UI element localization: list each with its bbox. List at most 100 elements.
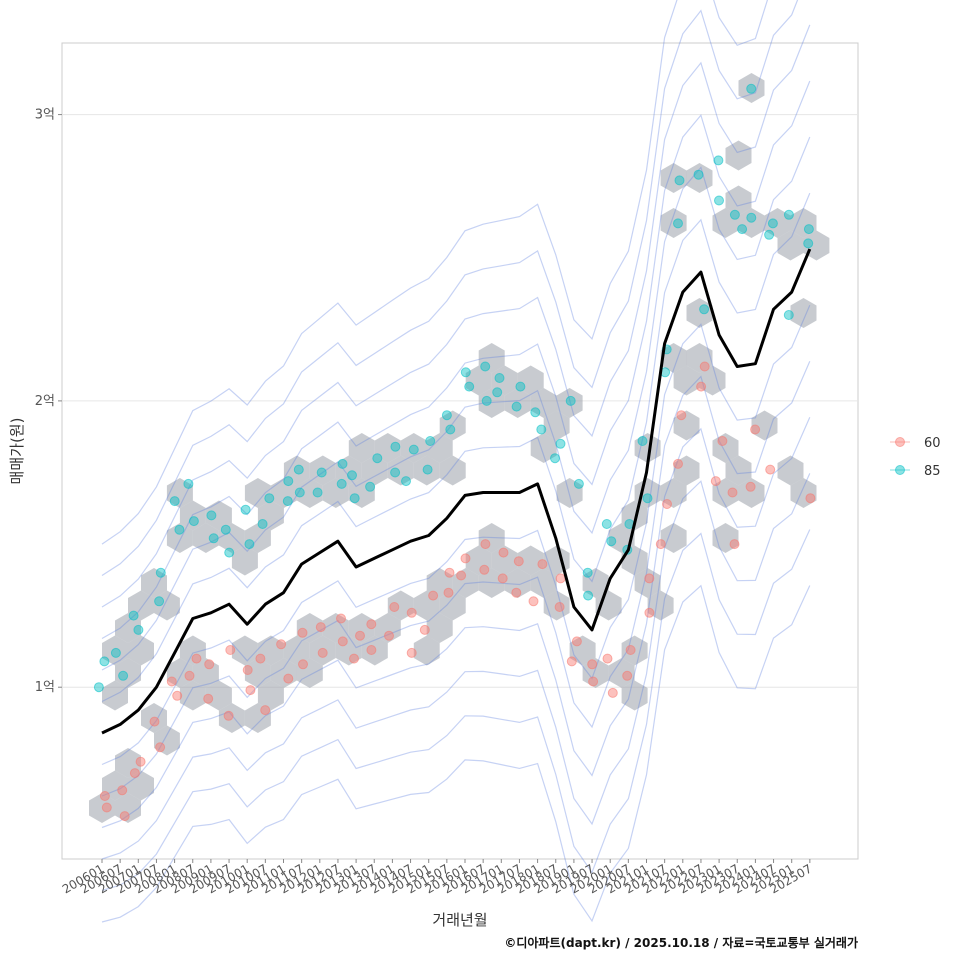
- data-point-85: [699, 304, 710, 315]
- hexbin-cell: [192, 658, 219, 688]
- data-point-85: [401, 476, 411, 487]
- hexbin-cell: [179, 635, 206, 666]
- hexbin-cell: [803, 230, 830, 261]
- data-point-60: [528, 596, 539, 607]
- data-point-60: [673, 458, 683, 469]
- data-point-85: [464, 381, 475, 392]
- hexbin-cell: [413, 635, 440, 666]
- hexbin-cell: [439, 455, 466, 486]
- data-point-85: [155, 567, 166, 578]
- data-point-60: [554, 602, 565, 612]
- hexbin-cell: [777, 455, 804, 486]
- hexbin-cell: [322, 478, 349, 508]
- hexbin-cell: [413, 590, 440, 621]
- data-point-60: [101, 802, 112, 813]
- data-point-60: [727, 487, 738, 498]
- hexbin-cell: [374, 613, 401, 643]
- hexbin-cell: [296, 613, 323, 643]
- data-point-60: [245, 685, 256, 696]
- data-point-85: [293, 464, 304, 475]
- hexbin-cell: [141, 568, 167, 598]
- data-point-60: [443, 587, 454, 598]
- density-contour: [101, 136, 811, 671]
- y-tick-label: 3억: [35, 108, 55, 123]
- hexbin-cell: [426, 433, 453, 463]
- density-contour: [101, 80, 811, 640]
- data-point-60: [588, 676, 599, 687]
- data-point-85: [408, 444, 419, 455]
- data-point-60: [337, 636, 348, 647]
- data-point-60: [662, 499, 672, 509]
- hexbin-cell: [660, 478, 687, 508]
- data-point-60: [166, 676, 177, 687]
- hexbin-cell: [102, 635, 128, 666]
- hexbin-cell: [309, 455, 336, 486]
- hexbin-cell: [478, 523, 505, 553]
- data-point-85: [746, 212, 757, 223]
- hexbin-cell: [205, 500, 232, 531]
- density-contour: [101, 304, 811, 766]
- points-layer: [93, 83, 816, 822]
- data-point-85: [264, 493, 275, 504]
- data-point-60: [696, 381, 707, 392]
- hexbin-cell: [218, 703, 245, 733]
- data-point-85: [349, 493, 360, 504]
- trend-layer: [101, 248, 812, 735]
- hexbin-cell: [257, 500, 284, 531]
- data-point-60: [384, 630, 394, 641]
- data-point-85: [283, 476, 294, 487]
- hexbin-cell: [556, 478, 583, 508]
- data-point-85: [492, 387, 503, 398]
- data-point-85: [565, 395, 576, 406]
- data-point-85: [174, 524, 185, 535]
- density-contour: [101, 192, 811, 703]
- density-contour: [101, 473, 811, 860]
- data-point-60: [555, 573, 566, 584]
- hexbin-cell: [712, 433, 739, 463]
- data-point-85: [582, 567, 593, 578]
- data-point-85: [481, 395, 492, 406]
- data-point-60: [428, 590, 439, 601]
- data-point-60: [805, 493, 816, 504]
- data-point-85: [642, 493, 653, 504]
- legend-label: 85: [924, 464, 941, 479]
- hexbin-cell: [660, 343, 687, 373]
- density-contour: [101, 361, 811, 797]
- data-point-85: [244, 539, 255, 550]
- data-point-60: [135, 756, 146, 767]
- data-point-60: [537, 559, 548, 570]
- hexbin-cell: [296, 478, 323, 508]
- data-point-85: [494, 373, 505, 383]
- data-point-60: [355, 630, 365, 641]
- density-contour: [101, 0, 799, 577]
- data-point-60: [717, 436, 728, 446]
- y-tick-label: 1억: [35, 680, 55, 695]
- y-tick-label: 2억: [35, 394, 55, 409]
- hexbin-cell: [283, 455, 310, 486]
- data-point-60: [276, 639, 287, 650]
- hexbin-cell: [166, 523, 193, 553]
- y-axis-title: 매매가(원): [8, 418, 26, 485]
- x-axis-title: 거래년월: [432, 911, 487, 929]
- hexbin-cell: [712, 523, 739, 553]
- data-point-85: [783, 310, 794, 320]
- hexbin-cell: [738, 73, 765, 103]
- data-point-85: [316, 467, 327, 478]
- hexbin-cell: [569, 635, 596, 666]
- hexbin-cell: [244, 658, 271, 688]
- hexbin-cell: [192, 523, 219, 553]
- data-point-85: [767, 218, 778, 229]
- data-point-85: [337, 458, 348, 469]
- hexbin-cell: [673, 365, 700, 396]
- data-point-60: [389, 602, 400, 612]
- data-point-60: [745, 481, 756, 492]
- hexbin-cell: [699, 365, 726, 396]
- data-point-60: [366, 619, 377, 630]
- hexbin-cell: [478, 568, 505, 598]
- data-point-85: [693, 169, 704, 180]
- data-point-85: [783, 209, 794, 220]
- data-point-60: [644, 607, 655, 618]
- data-point-85: [372, 453, 383, 464]
